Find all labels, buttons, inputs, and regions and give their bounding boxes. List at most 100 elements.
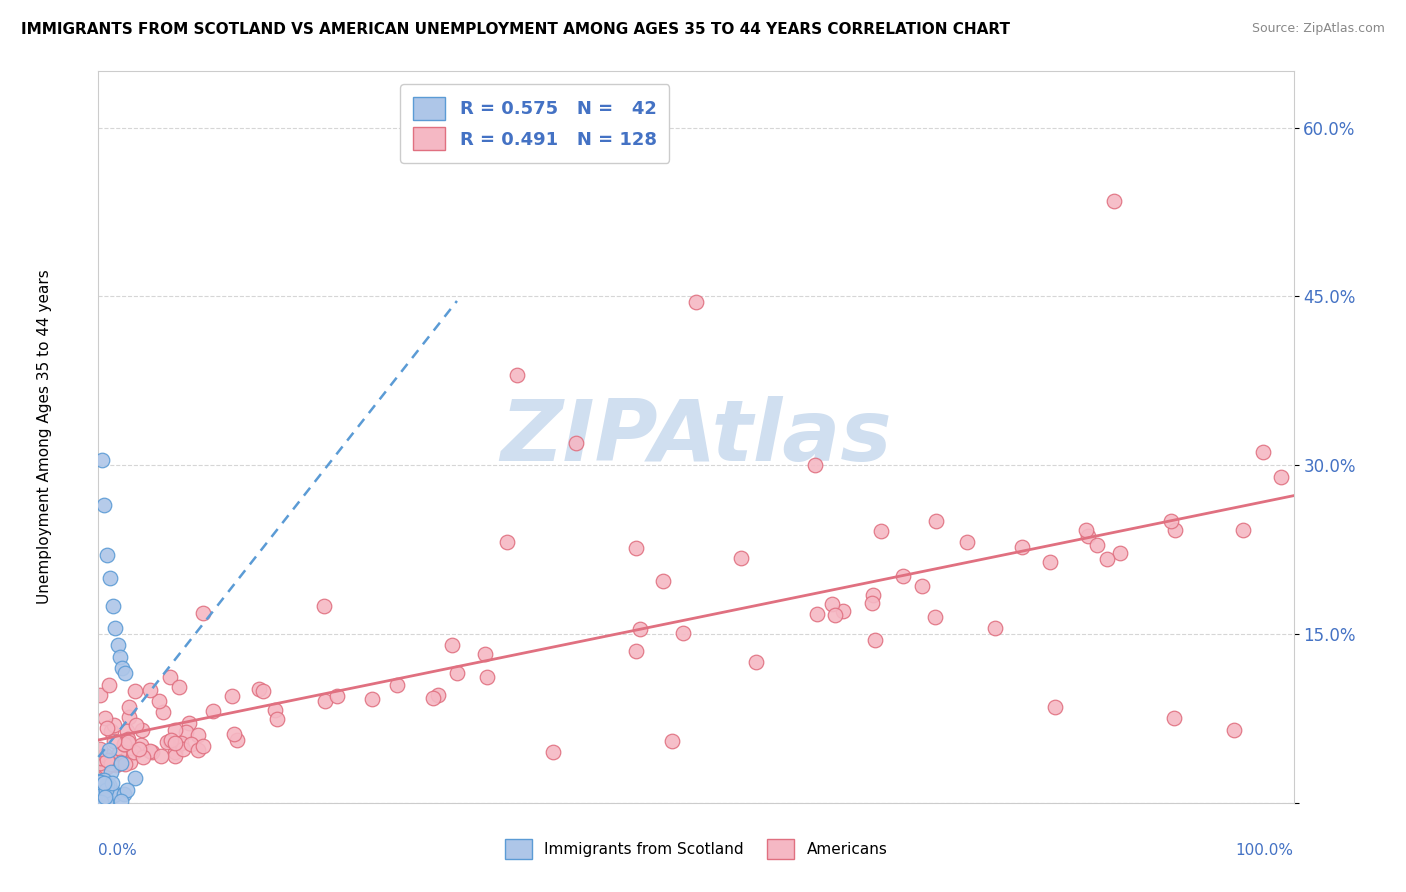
Point xyxy=(111,661,134,675)
Point xyxy=(93,776,115,790)
Point xyxy=(1160,514,1182,528)
Point xyxy=(107,638,129,652)
Point xyxy=(221,690,243,704)
Point xyxy=(474,647,496,661)
Text: Unemployment Among Ages 35 to 44 years: Unemployment Among Ages 35 to 44 years xyxy=(37,269,52,605)
Point xyxy=(89,774,111,789)
Point xyxy=(94,760,117,774)
Point xyxy=(176,724,198,739)
Point xyxy=(93,788,115,802)
Point xyxy=(115,783,138,797)
Point xyxy=(163,745,186,759)
Point xyxy=(94,789,117,804)
Point xyxy=(139,744,162,758)
Point xyxy=(869,524,891,538)
Point xyxy=(114,756,136,771)
Point xyxy=(152,705,174,719)
Point xyxy=(202,704,225,718)
Text: 0.0%: 0.0% xyxy=(98,843,138,858)
Point xyxy=(94,795,117,809)
Point xyxy=(91,785,114,799)
Point xyxy=(1074,523,1097,537)
Point xyxy=(89,688,111,702)
Point xyxy=(925,515,948,529)
Point xyxy=(565,435,588,450)
Point xyxy=(446,666,468,681)
Point xyxy=(1087,537,1109,551)
Point xyxy=(187,743,209,757)
Point xyxy=(98,743,121,757)
Point xyxy=(172,741,194,756)
Point xyxy=(314,694,336,708)
Point xyxy=(94,789,117,803)
Point xyxy=(865,632,887,647)
Point xyxy=(122,745,145,759)
Point xyxy=(1011,540,1033,554)
Point xyxy=(628,622,651,636)
Point xyxy=(108,649,131,664)
Point xyxy=(124,684,146,698)
Point xyxy=(100,756,122,771)
Point xyxy=(110,794,132,808)
Point xyxy=(89,756,111,771)
Point xyxy=(652,574,675,589)
Point xyxy=(860,596,883,610)
Point xyxy=(103,788,125,802)
Point xyxy=(120,756,142,770)
Point xyxy=(118,710,141,724)
Point xyxy=(745,655,768,669)
Point xyxy=(1163,711,1185,725)
Point xyxy=(1043,700,1066,714)
Point xyxy=(821,597,844,611)
Point xyxy=(117,735,139,749)
Point xyxy=(124,771,146,785)
Point xyxy=(1223,723,1246,737)
Point xyxy=(924,610,946,624)
Point xyxy=(1077,529,1099,543)
Point xyxy=(96,722,118,736)
Point xyxy=(226,733,249,747)
Point xyxy=(804,458,827,473)
Point xyxy=(104,755,127,769)
Point xyxy=(661,734,683,748)
Point xyxy=(89,786,111,800)
Point xyxy=(114,666,136,681)
Point xyxy=(139,682,162,697)
Point xyxy=(117,747,139,762)
Point xyxy=(506,368,529,383)
Point xyxy=(96,760,118,774)
Point xyxy=(177,716,200,731)
Point xyxy=(103,718,125,732)
Point xyxy=(170,735,193,749)
Point xyxy=(132,749,155,764)
Point xyxy=(114,737,136,751)
Point xyxy=(90,786,112,800)
Point xyxy=(94,711,117,725)
Point xyxy=(955,534,977,549)
Point xyxy=(224,727,246,741)
Point xyxy=(90,787,112,801)
Point xyxy=(100,765,122,780)
Text: ZIPAtlas: ZIPAtlas xyxy=(501,395,891,479)
Point xyxy=(112,737,135,751)
Point xyxy=(96,548,118,562)
Point xyxy=(89,788,111,802)
Point xyxy=(100,775,122,789)
Point xyxy=(160,732,183,747)
Point xyxy=(112,787,135,801)
Point xyxy=(187,728,209,742)
Point xyxy=(266,712,288,726)
Text: IMMIGRANTS FROM SCOTLAND VS AMERICAN UNEMPLOYMENT AMONG AGES 35 TO 44 YEARS CORR: IMMIGRANTS FROM SCOTLAND VS AMERICAN UNE… xyxy=(21,22,1010,37)
Point xyxy=(100,753,122,767)
Point xyxy=(96,753,118,767)
Point xyxy=(93,772,115,787)
Point xyxy=(98,778,121,792)
Point xyxy=(1253,444,1275,458)
Point xyxy=(149,749,172,764)
Point xyxy=(131,739,153,753)
Point xyxy=(191,607,214,621)
Point xyxy=(94,783,117,797)
Point xyxy=(117,731,139,746)
Point xyxy=(360,691,382,706)
Point xyxy=(89,790,111,805)
